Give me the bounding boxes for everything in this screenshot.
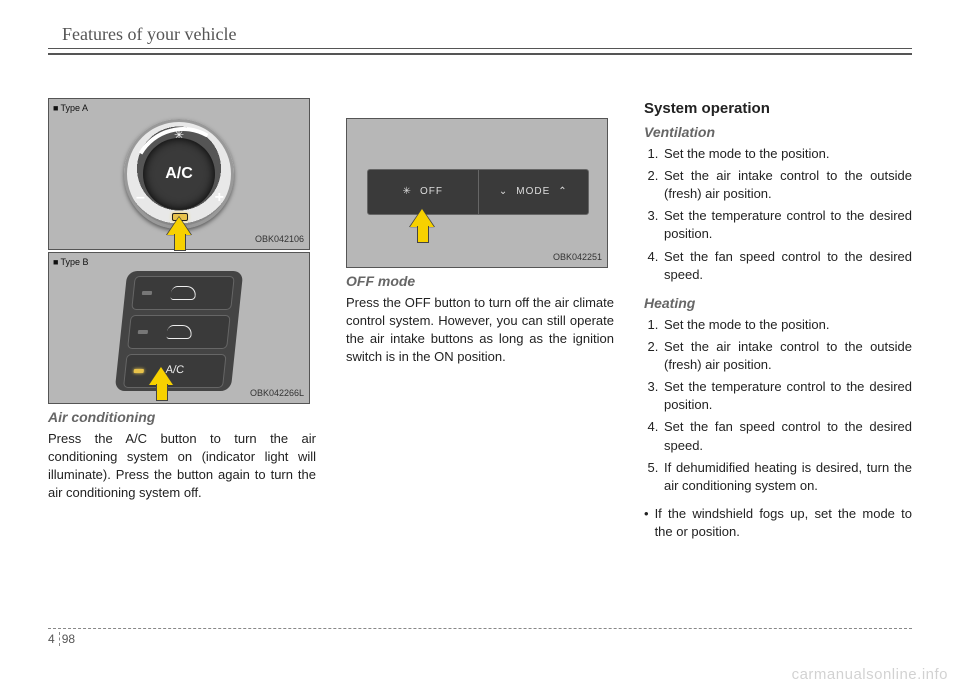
air-conditioning-subhead: Air conditioning: [48, 408, 316, 428]
figure-type-b: ■ Type B A/C: [48, 252, 310, 404]
fresh-lamp: [138, 330, 148, 334]
ventilation-subhead: Ventilation: [644, 123, 912, 143]
vent-step-2: Set the air intake control to the outsid…: [662, 167, 912, 203]
mode-label: MODE: [516, 185, 550, 199]
column-3: System operation Ventilation Set the mod…: [644, 98, 912, 542]
car-recirc-icon: [170, 286, 196, 300]
header-title: Features of your vehicle: [62, 24, 236, 45]
windshield-note: • If the windshield fogs up, set the mod…: [644, 505, 912, 541]
content-columns: ■ Type A ✳ A/C – + OBK042106 ■ Type B: [48, 98, 912, 542]
dial-minus: –: [136, 187, 145, 209]
figure-a-tag: ■ Type A: [53, 102, 88, 115]
page-number: 98: [62, 632, 75, 646]
figure-b-tag: ■ Type B: [53, 256, 88, 269]
page-footer: 498: [48, 628, 912, 646]
ventilation-steps: Set the mode to the position. Set the ai…: [644, 145, 912, 284]
dial-center-label: A/C: [143, 138, 215, 210]
section-number: 4: [48, 632, 60, 646]
vent-step-1: Set the mode to the position.: [662, 145, 912, 163]
column-2: ✳ OFF ⌄ MODE ⌃ OBK042251 OFF mode Press …: [346, 98, 614, 542]
air-conditioning-body: Press the A/C button to turn the air con…: [48, 430, 316, 503]
system-operation-heading: System operation: [644, 98, 912, 119]
figure-a-tag-text: Type A: [60, 102, 88, 115]
fan-icon: ✳: [403, 185, 412, 199]
ac-lamp-on: [134, 369, 144, 373]
heat-step-1-text: Set the mode to the position.: [664, 317, 830, 332]
heat-step-3: Set the temperature control to the desir…: [662, 378, 912, 414]
dial-plus: +: [215, 187, 224, 209]
off-label: OFF: [420, 185, 443, 199]
off-mode-body: Press the OFF button to turn off the air…: [346, 294, 614, 367]
heat-step-4: Set the fan speed control to the desired…: [662, 418, 912, 454]
bullet-dot: •: [644, 505, 649, 541]
chevron-up-icon: ⌃: [558, 185, 567, 199]
button-panel-b: A/C: [115, 271, 244, 391]
windshield-note-text: If the windshield fogs up, set the mode …: [655, 505, 912, 541]
mode-panel: ✳ OFF ⌄ MODE ⌃: [367, 169, 589, 215]
figure-c-code: OBK042251: [553, 251, 602, 264]
heating-subhead: Heating: [644, 294, 912, 314]
heat-step-5: If dehumidified heating is desired, turn…: [662, 459, 912, 495]
chevron-down-icon: ⌄: [499, 185, 508, 199]
header-rule-thick: [48, 53, 912, 55]
recirculate-button: [131, 276, 235, 310]
ac-button: A/C: [123, 354, 227, 388]
figure-type-a: ■ Type A ✳ A/C – + OBK042106: [48, 98, 310, 250]
figure-b-code: OBK042266L: [250, 387, 304, 400]
mode-selector: ⌄ MODE ⌃: [479, 170, 589, 214]
off-mode-subhead: OFF mode: [346, 272, 614, 292]
figure-a-code: OBK042106: [255, 233, 304, 246]
ac-dial: ✳ A/C – +: [124, 119, 234, 229]
heating-steps: Set the mode to the position. Set the ai…: [644, 316, 912, 496]
car-fresh-icon: [166, 325, 192, 339]
vent-step-4: Set the fan speed control to the desired…: [662, 248, 912, 284]
watermark: carmanualsonline.info: [792, 666, 948, 683]
page: Features of your vehicle ■ Type A ✳ A/C …: [48, 24, 912, 664]
fresh-air-button: [127, 315, 231, 349]
heat-step-1: Set the mode to the position.: [662, 316, 912, 334]
heat-step-2: Set the air intake control to the outsid…: [662, 338, 912, 374]
recirc-lamp: [142, 291, 152, 295]
figure-b-tag-text: Type B: [60, 256, 88, 269]
header-rule-thin: [48, 48, 912, 49]
figure-off-mode: ✳ OFF ⌄ MODE ⌃ OBK042251: [346, 118, 608, 268]
vent-step-1-text: Set the mode to the position.: [664, 146, 830, 161]
column-1: ■ Type A ✳ A/C – + OBK042106 ■ Type B: [48, 98, 316, 542]
vent-step-3: Set the temperature control to the desir…: [662, 207, 912, 243]
page-header: Features of your vehicle: [48, 24, 912, 60]
